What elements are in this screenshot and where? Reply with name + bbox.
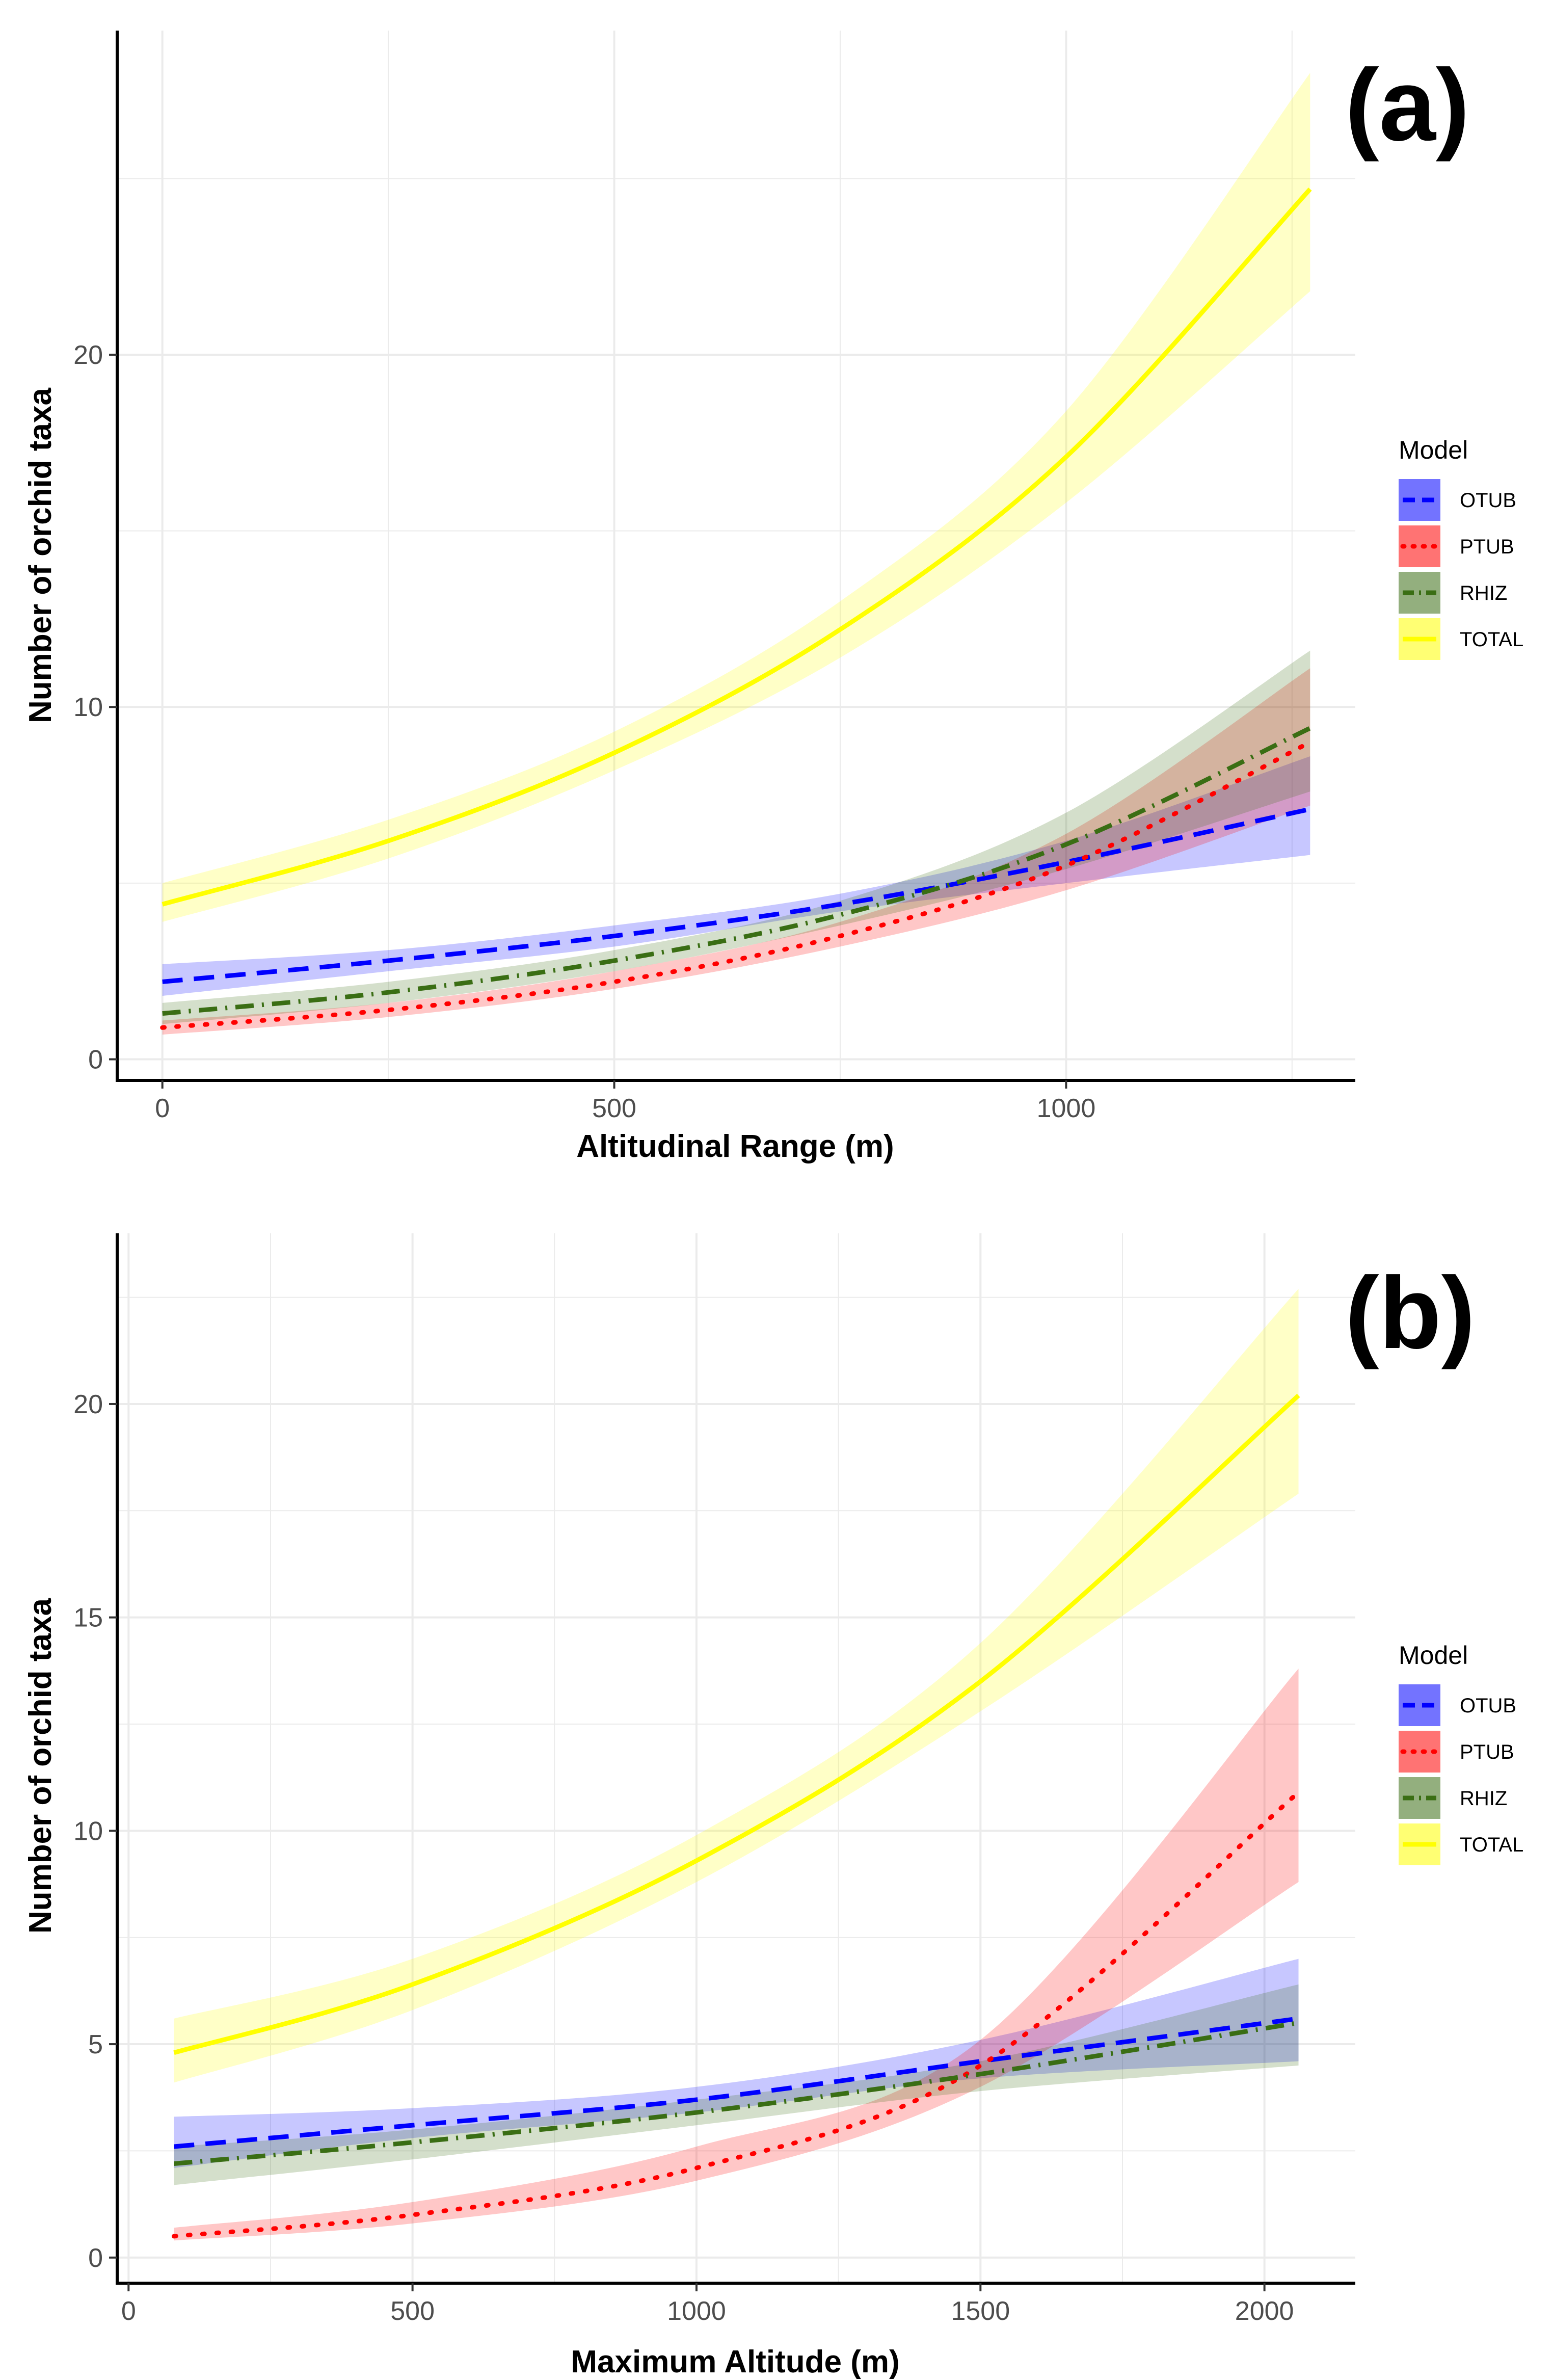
x-tick-label: 1000: [1037, 1094, 1096, 1123]
legend-item-otub: OTUB: [1399, 1684, 1516, 1726]
total-fitted-line: [162, 188, 1312, 907]
panel-a-legend: Model OTUB PTUB RHIZ TOTAL: [1399, 436, 1523, 660]
panel-a-x-ticks: 0 500 1000: [155, 1080, 1095, 1123]
panel-b-y-axis-title: Number of orchid taxa: [23, 1598, 58, 1934]
legend-item-ptub: PTUB: [1399, 1731, 1514, 1773]
legend-item-ptub: PTUB: [1399, 525, 1514, 567]
y-tick-label: 10: [73, 693, 103, 722]
legend-label: PTUB: [1460, 536, 1514, 558]
panel-a-fitted-lines: [160, 188, 1313, 1030]
legend-label: RHIZ: [1460, 582, 1507, 604]
panel-b-label: (b): [1345, 1256, 1475, 1370]
panel-a: 0 500 1000 0 10 20 Altitudinal Range (m) Num…: [23, 31, 1523, 1164]
y-tick-label: 20: [73, 340, 103, 370]
panel-a-confidence-bands: [162, 72, 1310, 1035]
x-tick-label: 1000: [667, 2296, 726, 2326]
otub-fitted-line: [174, 2016, 1299, 2149]
panel-b-y-ticks: 0 5 10 15 20: [73, 1390, 117, 2273]
legend-item-total: TOTAL: [1399, 1823, 1523, 1865]
otub-fitted-line: [162, 807, 1311, 984]
legend-label: OTUB: [1460, 1695, 1516, 1717]
legend-label: OTUB: [1460, 489, 1516, 512]
total-confidence-band: [174, 1288, 1299, 2083]
panel-b-x-ticks: 0 500 1000 1500 2000: [121, 2283, 1294, 2326]
legend-label: TOTAL: [1460, 1834, 1523, 1856]
total-fitted-line: [173, 1393, 1300, 2055]
y-tick-label: 0: [88, 1045, 103, 1075]
legend-item-total: TOTAL: [1399, 618, 1523, 660]
panel-b-fitted-lines: [171, 1393, 1301, 2239]
x-tick-label: 0: [121, 2296, 136, 2326]
panel-a-legend-title: Model: [1399, 436, 1468, 464]
panel-a-label: (a): [1345, 48, 1469, 162]
panel-b-legend: Model OTUB PTUB RHIZ TOTAL: [1399, 1641, 1523, 1865]
panel-b-legend-title: Model: [1399, 1641, 1468, 1670]
legend-item-otub: OTUB: [1399, 479, 1516, 521]
rhiz-confidence-band: [174, 1984, 1299, 2185]
rhiz-confidence-band: [162, 650, 1310, 1024]
x-tick-label: 1500: [951, 2296, 1010, 2326]
x-tick-label: 2000: [1235, 2296, 1294, 2326]
otub-confidence-band: [162, 756, 1310, 996]
panel-a-x-axis-title: Altitudinal Range (m): [576, 1129, 894, 1164]
y-tick-label: 0: [88, 2243, 103, 2273]
rhiz-fitted-line: [162, 726, 1311, 1016]
legend-label: RHIZ: [1460, 1787, 1507, 1810]
panel-a-grid: [117, 31, 1355, 1080]
y-tick-label: 10: [73, 1816, 103, 1846]
y-tick-label: 15: [73, 1603, 103, 1633]
legend-item-rhiz: RHIZ: [1399, 572, 1507, 614]
legend-label: PTUB: [1460, 1741, 1514, 1763]
y-tick-label: 5: [88, 2030, 103, 2059]
ptub-fitted-line: [160, 739, 1313, 1030]
x-tick-label: 500: [390, 2296, 435, 2326]
ptub-confidence-band: [162, 668, 1310, 1035]
panel-b-x-axis-title: Maximum Altitude (m): [571, 2344, 899, 2379]
panel-b-confidence-bands: [174, 1288, 1299, 2241]
ptub-confidence-band: [174, 1669, 1299, 2241]
panel-a-y-ticks: 0 10 20: [73, 340, 117, 1075]
panel-b: 0 500 1000 1500 2000 0 5 10 15 20 Maximum Altitu…: [23, 1233, 1523, 2379]
panel-b-grid: [117, 1233, 1355, 2283]
x-tick-label: 0: [155, 1094, 170, 1123]
y-tick-label: 20: [73, 1390, 103, 1419]
legend-label: TOTAL: [1460, 628, 1523, 651]
otub-confidence-band: [174, 1959, 1299, 2168]
ptub-fitted-line: [171, 1790, 1301, 2239]
x-tick-label: 500: [592, 1094, 636, 1123]
legend-item-rhiz: RHIZ: [1399, 1777, 1507, 1819]
panel-a-y-axis-title: Number of orchid taxa: [23, 387, 58, 723]
